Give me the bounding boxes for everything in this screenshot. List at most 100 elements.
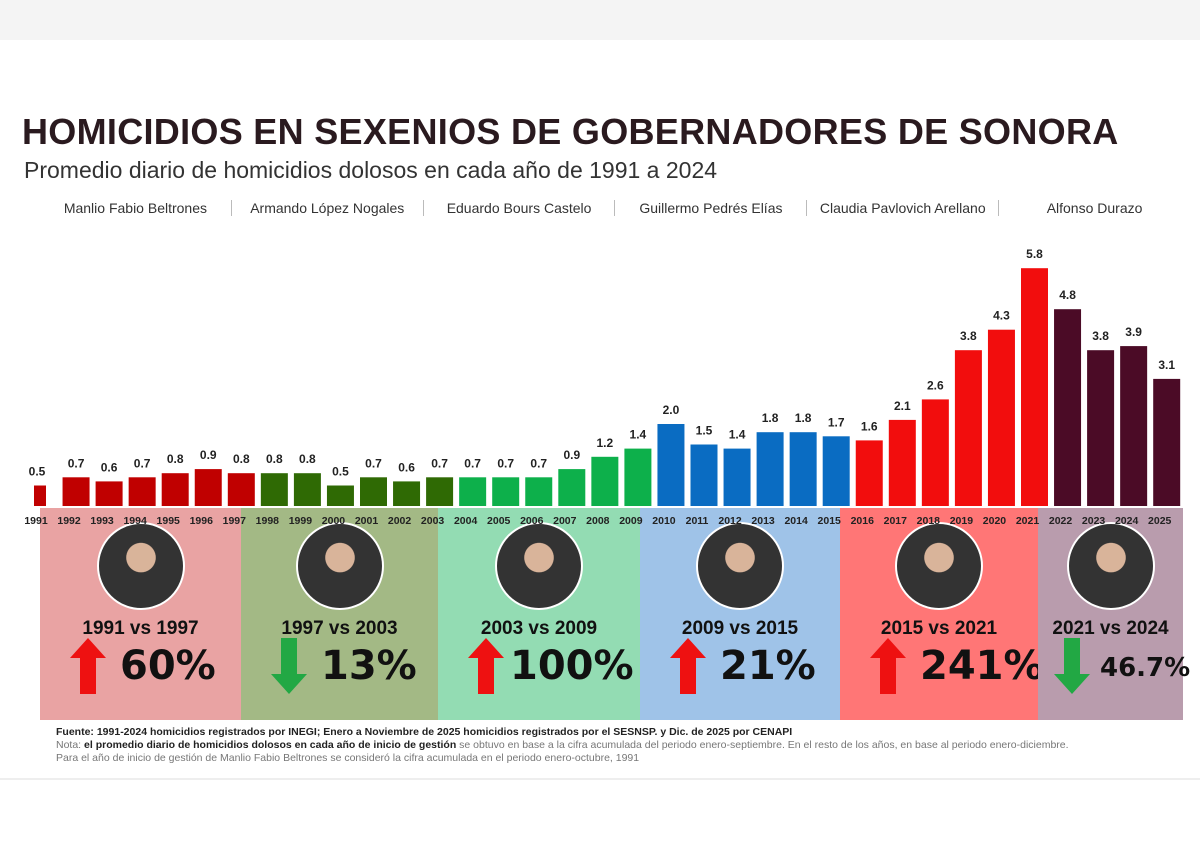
value-label: 0.7 — [530, 456, 547, 470]
value-label: 0.6 — [101, 460, 118, 474]
governor-name: Guillermo Pedrés Elías — [614, 200, 806, 216]
note-line2: Para el año de inicio de gestión de Manl… — [56, 752, 640, 764]
bar-2022 — [1054, 309, 1082, 506]
bar-2012 — [723, 448, 751, 506]
change-percent: 21% — [720, 643, 816, 689]
value-label: 4.3 — [993, 309, 1010, 323]
arrow-up-icon — [870, 638, 906, 694]
year-label: 1996 — [190, 515, 214, 527]
period-panel: 1997 vs 2003 13% — [241, 508, 438, 720]
year-label: 2023 — [1082, 515, 1106, 527]
bar-2019 — [954, 350, 982, 506]
governor-name: Alfonso Durazo — [998, 200, 1190, 216]
year-label: 2005 — [487, 515, 511, 527]
governor-photo — [1066, 522, 1155, 610]
comparison-label: 2021 vs 2024 — [1052, 618, 1169, 639]
bar-2006 — [525, 477, 553, 506]
bar-2020 — [987, 329, 1015, 506]
year-label: 2024 — [1115, 515, 1139, 527]
change-percent: 241% — [920, 643, 1044, 689]
change-percent: 60% — [120, 643, 216, 689]
bar-2002 — [393, 481, 421, 506]
change-percent: 13% — [321, 643, 417, 689]
year-label: 1993 — [90, 515, 114, 527]
bar-2003 — [426, 477, 454, 506]
footer: Fuente: 1991-2024 homicidios registrados… — [56, 726, 1196, 765]
value-label: 1.2 — [597, 436, 614, 450]
bar-2010 — [657, 424, 685, 506]
value-label: 0.5 — [29, 465, 46, 479]
value-label: 0.6 — [398, 460, 415, 474]
value-label: 3.8 — [960, 329, 977, 343]
arrow-down-icon — [1054, 638, 1090, 694]
chart-title: HOMICIDIOS EN SEXENIOS DE GOBERNADORES D… — [22, 111, 1119, 152]
year-label: 1995 — [157, 515, 181, 527]
top-bar — [0, 0, 1200, 40]
value-label: 0.9 — [563, 448, 580, 462]
bottom-bar — [0, 778, 1200, 847]
governor-names: Manlio Fabio Beltrones Armando López Nog… — [40, 200, 1190, 216]
bar-2005 — [492, 477, 520, 506]
bar-1992 — [62, 477, 90, 506]
value-label: 0.7 — [431, 456, 448, 470]
change-percent: 100% — [510, 643, 634, 689]
year-label: 1992 — [57, 515, 81, 527]
period-panel: 2015 vs 2021 241% — [840, 508, 1044, 720]
arrow-down-icon — [271, 638, 307, 694]
note-bold: el promedio diario de homicidios dolosos… — [84, 739, 457, 751]
year-label: 2015 — [818, 515, 842, 527]
year-label: 2009 — [619, 515, 643, 527]
value-label: 0.7 — [68, 456, 85, 470]
bar-1996 — [194, 469, 222, 506]
bar-2008 — [591, 456, 619, 506]
value-label: 2.6 — [927, 378, 944, 392]
bar-2014 — [789, 432, 817, 506]
value-label: 0.7 — [134, 456, 151, 470]
year-label: 2010 — [652, 515, 676, 527]
value-label: 1.7 — [828, 415, 845, 429]
bar-1994 — [128, 477, 156, 506]
governor-name: Eduardo Bours Castelo — [422, 200, 615, 216]
value-label: 0.8 — [299, 452, 316, 466]
value-label: 0.8 — [266, 452, 283, 466]
value-label: 5.8 — [1026, 247, 1043, 261]
value-label: 3.9 — [1125, 325, 1142, 339]
bar-1991 — [34, 485, 46, 506]
year-label: 1991 — [24, 515, 48, 527]
year-label: 2025 — [1148, 515, 1172, 527]
value-label: 0.7 — [365, 456, 382, 470]
bar-2024 — [1120, 346, 1148, 506]
bar-2007 — [558, 469, 586, 506]
year-label: 2016 — [851, 515, 875, 527]
comparison-label: 2009 vs 2015 — [681, 618, 799, 639]
bar-2017 — [888, 419, 916, 506]
value-label: 2.0 — [663, 403, 680, 417]
value-label: 3.8 — [1092, 329, 1109, 343]
year-label: 2004 — [454, 515, 478, 527]
governor-name: Claudia Pavlovich Arellano — [806, 200, 998, 216]
bar-1993 — [95, 481, 123, 506]
period-panel: 2009 vs 2015 21% — [640, 508, 840, 720]
value-label: 1.4 — [729, 428, 746, 442]
bar-2013 — [756, 432, 784, 506]
bar-2011 — [690, 444, 718, 506]
note-prefix: Nota: — [56, 739, 85, 751]
arrow-up-icon — [670, 638, 706, 694]
value-label: 1.5 — [696, 424, 713, 438]
period-panel: 2003 vs 2009 100% — [438, 508, 640, 720]
year-label: 2020 — [983, 515, 1007, 527]
year-label: 2001 — [355, 515, 379, 527]
year-label: 2014 — [784, 515, 808, 527]
arrow-up-icon — [70, 638, 106, 694]
chart-subtitle: Promedio diario de homicidios dolosos en… — [24, 157, 718, 183]
comparison-label: 1991 vs 1997 — [82, 618, 199, 639]
bar-2009 — [624, 448, 652, 506]
arrow-up-icon — [468, 638, 504, 694]
value-label: 2.1 — [894, 399, 911, 413]
value-label: 0.9 — [200, 448, 217, 462]
year-label: 1994 — [123, 515, 147, 527]
governor-name: Armando López Nogales — [230, 200, 423, 216]
bar-2021 — [1021, 268, 1048, 506]
governor-photo — [696, 522, 784, 610]
